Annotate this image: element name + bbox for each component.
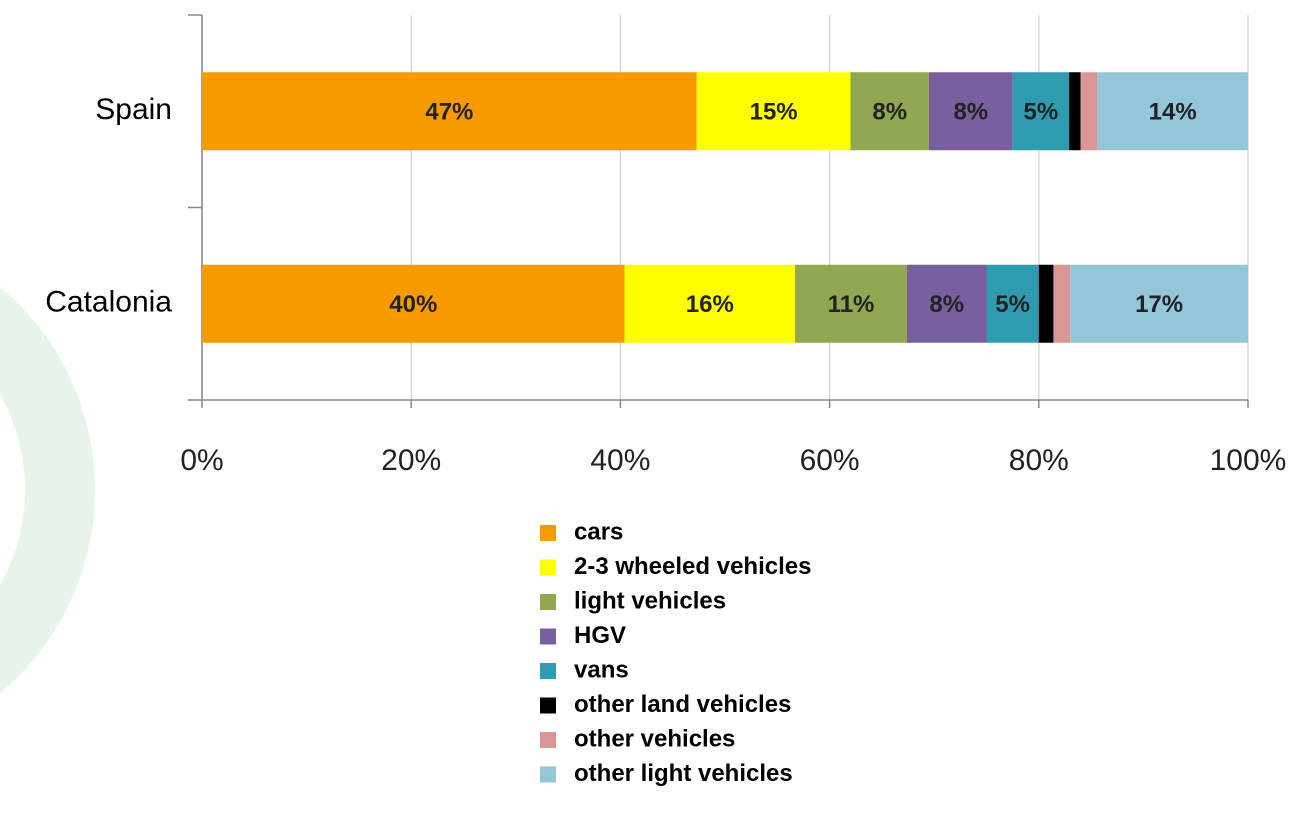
legend-swatch (540, 732, 556, 748)
data-label: 47% (425, 99, 473, 126)
legend-swatch (540, 559, 556, 576)
bar-segment (850, 72, 929, 151)
data-label: 17% (1135, 291, 1183, 318)
legend-label: HGV (574, 622, 626, 649)
bar-segment (1097, 72, 1248, 151)
x-tick-label: 20% (381, 444, 441, 477)
legend-label: light vehicles (574, 587, 726, 614)
x-tick-label: 80% (1009, 444, 1069, 477)
bar-segment (696, 72, 851, 151)
bar-segment (1012, 72, 1070, 151)
legend-label: vans (574, 656, 629, 683)
legend-swatch (540, 594, 556, 610)
data-label: 5% (995, 291, 1030, 318)
legend-label: other light vehicles (574, 760, 793, 787)
x-tick-label: 60% (800, 444, 860, 477)
x-tick-label: 0% (180, 444, 223, 477)
background-ring (0, 286, 95, 694)
legend-label: other vehicles (574, 725, 735, 752)
bar-segment (1080, 72, 1098, 151)
bar-segment (202, 264, 625, 343)
bar-segment (986, 264, 1039, 343)
legend-swatch (540, 525, 556, 541)
legend-swatch (540, 766, 556, 783)
bar-segment (1038, 264, 1054, 343)
bar-segment (202, 72, 697, 151)
data-label: 8% (929, 291, 964, 318)
y-tick-label: Spain (95, 93, 172, 126)
bar-segment (907, 264, 987, 343)
legend-swatch (540, 628, 556, 645)
data-label: 8% (953, 99, 988, 126)
bar-segment (1053, 264, 1071, 343)
data-label: 15% (750, 99, 798, 126)
bar-segment (928, 72, 1013, 151)
legend-label: other land vehicles (574, 691, 791, 718)
bar-segment (624, 264, 796, 343)
data-label: 8% (872, 99, 907, 126)
x-tick-label: 40% (590, 444, 650, 477)
x-tick-label: 100% (1210, 444, 1287, 477)
bar-segment (1070, 264, 1248, 343)
data-label: 40% (389, 291, 437, 318)
data-label: 14% (1149, 99, 1197, 126)
bar-segment (795, 264, 908, 343)
legend-swatch (540, 697, 556, 714)
legend-label: 2-3 wheeled vehicles (574, 553, 811, 580)
legend-swatch (540, 663, 556, 679)
data-label: 5% (1024, 99, 1059, 126)
data-label: 16% (686, 291, 734, 318)
bar-segment (1069, 72, 1081, 151)
y-tick-label: Catalonia (45, 286, 172, 319)
legend-label: cars (574, 518, 623, 545)
data-label: 11% (828, 291, 875, 318)
